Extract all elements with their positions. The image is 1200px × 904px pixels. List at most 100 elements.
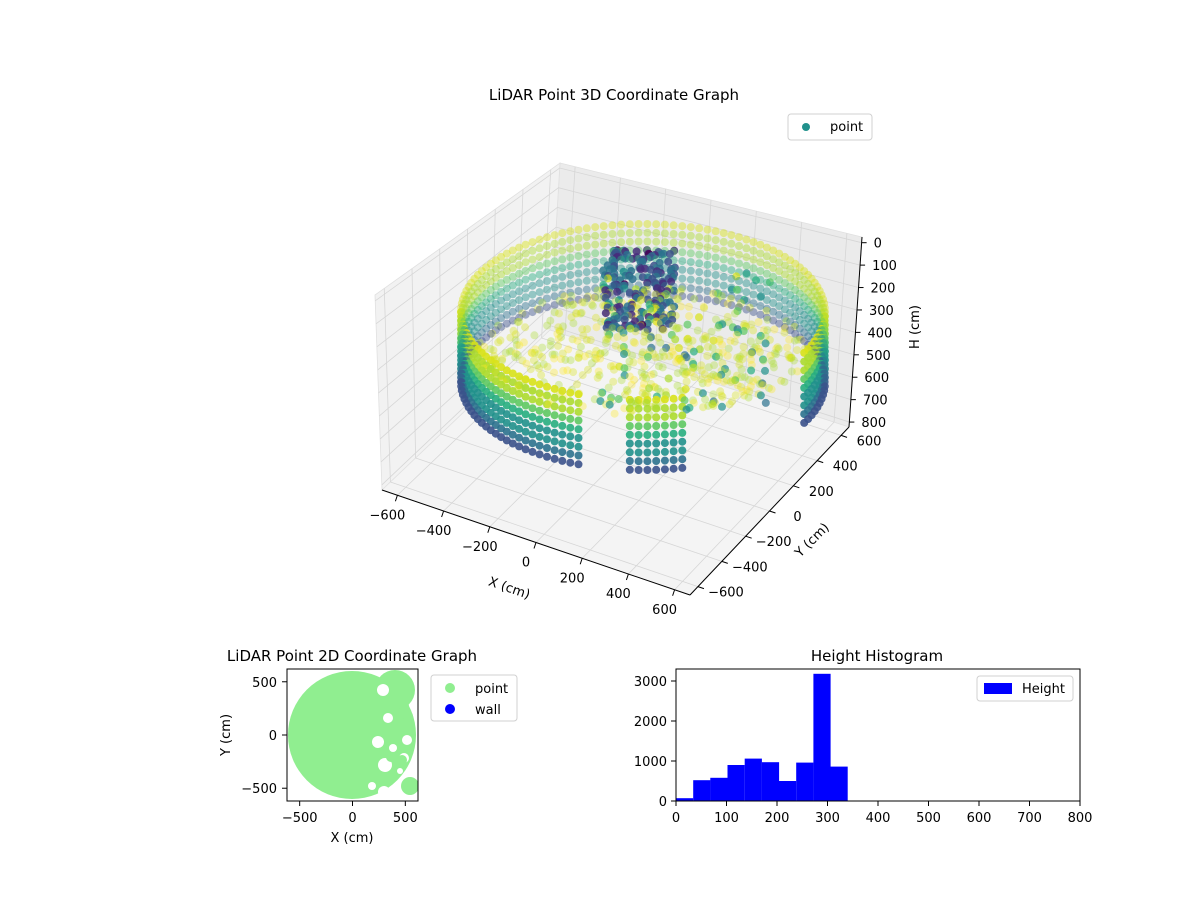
point-3d (767, 356, 776, 365)
point-3d (791, 268, 800, 277)
grid-line-y (440, 433, 746, 537)
point-3d (804, 270, 813, 279)
point-3d (714, 372, 723, 381)
point-3d (595, 371, 604, 380)
point-3d (643, 237, 652, 246)
point-3d (574, 278, 583, 287)
point-3d (714, 323, 723, 332)
scatter-2d-area (288, 670, 418, 799)
point-3d (742, 244, 751, 253)
point-3d (645, 334, 653, 343)
point-3d (558, 299, 567, 308)
point-3d (810, 305, 819, 313)
point-3d (654, 362, 663, 371)
point-3d (497, 314, 506, 323)
point-3d (535, 279, 544, 288)
point-3d (578, 371, 587, 380)
point-3d (804, 279, 813, 288)
point-3d (711, 253, 720, 262)
point-3d (718, 340, 727, 349)
point-3d (566, 253, 575, 262)
point-3d (733, 307, 742, 316)
point-3d (580, 352, 589, 361)
point-3d (578, 298, 587, 307)
point-3d (761, 332, 770, 341)
point-3d (521, 445, 530, 454)
point-3d (712, 352, 720, 361)
point-3d (686, 249, 695, 258)
point-3d (539, 360, 548, 369)
point-3d (634, 220, 643, 228)
point-3d (558, 421, 567, 430)
point-3d (592, 355, 601, 363)
point-3d (807, 274, 816, 283)
point-3d (740, 373, 749, 382)
point-3d (627, 310, 636, 319)
point-3d (574, 460, 583, 469)
point-3d (678, 420, 687, 429)
point-3d (508, 255, 517, 264)
point-3d (515, 341, 524, 350)
point-3d (690, 373, 699, 381)
point-3d (508, 387, 517, 395)
point-3d (591, 266, 600, 275)
point-3d (511, 336, 520, 345)
point-3d (652, 422, 661, 430)
y-tick-mark-3d (697, 586, 705, 590)
point-3d (659, 325, 668, 334)
legend-3d-label: point (830, 120, 863, 135)
point-3d (674, 295, 683, 304)
point-3d (727, 301, 736, 310)
point-cloud-gap (377, 684, 389, 696)
point-3d (544, 400, 553, 409)
point-3d (515, 381, 524, 390)
point-3d (528, 349, 537, 358)
point-3d (639, 337, 648, 346)
point-3d (660, 421, 669, 430)
point-3d (813, 309, 822, 318)
point-cloud-gap (372, 736, 384, 748)
point-3d (502, 410, 511, 419)
point-3d (591, 284, 600, 293)
point-3d (521, 302, 530, 310)
point-3d (657, 250, 666, 259)
point-3d (727, 257, 736, 266)
point-3d (550, 301, 559, 310)
point-3d (567, 292, 576, 300)
point-3d (678, 292, 687, 301)
point-3d (719, 255, 728, 264)
point-3d (607, 393, 616, 402)
point-3d (804, 332, 813, 341)
point-3d (769, 255, 778, 264)
point-3d (665, 250, 674, 258)
point-3d (748, 348, 756, 357)
point-3d (726, 378, 735, 386)
point-3d (736, 299, 745, 308)
point-3d (703, 343, 712, 351)
point-3d (576, 309, 585, 318)
point-3d (756, 267, 765, 275)
point-3d (786, 291, 795, 300)
point-3d (770, 349, 779, 358)
point-3d (686, 275, 695, 284)
point-3d (580, 298, 589, 307)
histogram-bar (744, 758, 762, 801)
point-3d (502, 293, 511, 302)
histogram-bar (779, 781, 797, 801)
point-3d (593, 286, 602, 295)
point-3d (794, 335, 803, 344)
point-3d (502, 302, 511, 311)
point-3d (563, 366, 572, 375)
point-3d (566, 271, 575, 280)
point-3d (491, 282, 500, 291)
x-tick-label-histogram: 400 (866, 811, 891, 826)
point-3d (564, 345, 573, 354)
point-3d (652, 448, 661, 457)
y-tick-mark-3d (793, 485, 800, 489)
point-3d (515, 252, 524, 261)
point-3d (749, 264, 758, 273)
point-3d (737, 365, 746, 374)
point-3d (533, 305, 542, 314)
point-3d (703, 243, 712, 252)
point-3d (638, 389, 647, 398)
